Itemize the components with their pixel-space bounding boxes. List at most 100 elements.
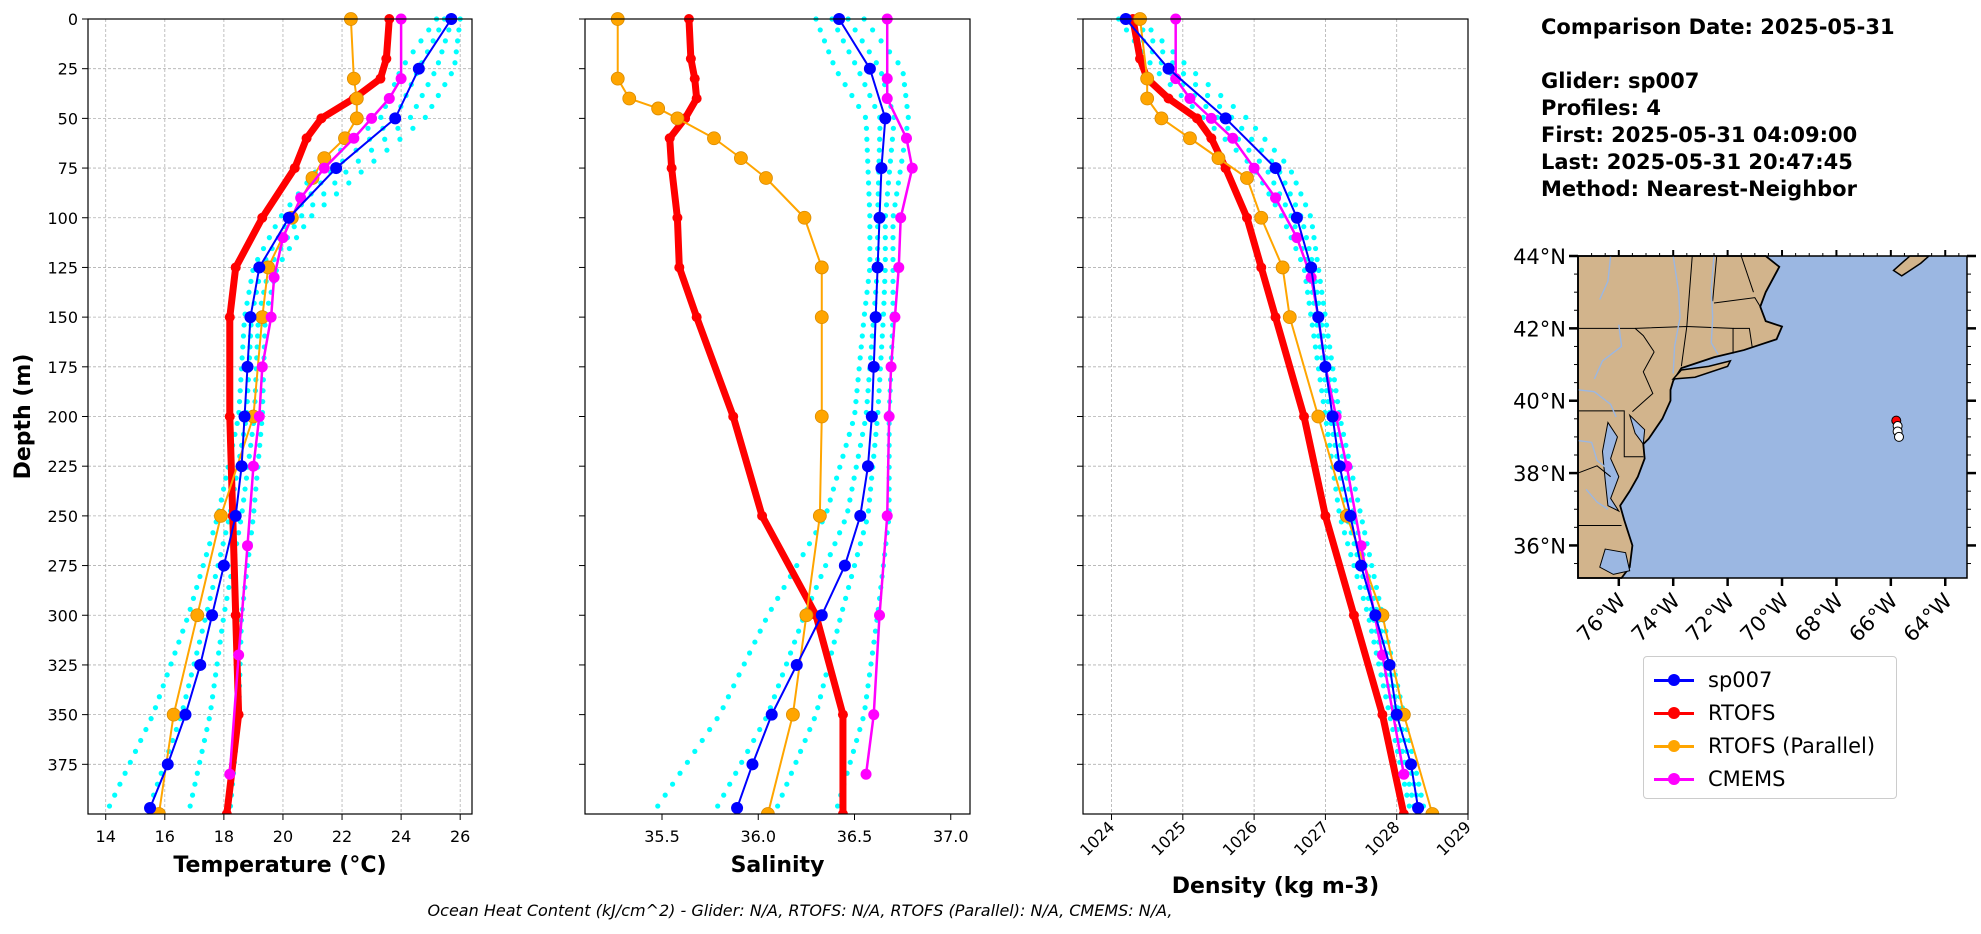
glider-profile-point (731, 683, 737, 689)
glider-profile-point (881, 300, 887, 306)
glider-profile-point (1371, 639, 1377, 645)
glider-profile-point (212, 573, 218, 580)
glider-profile-point (248, 442, 254, 448)
series-point-rtofs-parallel- (1140, 91, 1155, 106)
plot-frame (1082, 18, 1469, 815)
glider-profile-point (878, 355, 884, 361)
glider-profile-point (333, 191, 340, 197)
glider-profile-point (169, 737, 176, 744)
glider-profile-point (384, 147, 390, 153)
glider-profile-point (265, 300, 272, 306)
glider-profile-point (862, 81, 868, 88)
glider-profile-point (882, 245, 888, 252)
glider-profile-point (1418, 792, 1424, 798)
glider-profile-point (1326, 442, 1333, 448)
series-point-sp007 (869, 311, 882, 324)
glider-profile-point (248, 278, 254, 284)
comparison-info: Comparison Date: 2025-05-31 Glider: sp00… (1541, 14, 1961, 203)
y-tick-label: 150 (47, 308, 78, 327)
glider-profile-point (453, 49, 459, 55)
glider-profile-point (1309, 224, 1316, 230)
series-point-rtofs (230, 610, 241, 621)
glider-profile-point (895, 60, 901, 66)
glider-profile-point (866, 49, 872, 55)
glider-profile-point (244, 300, 250, 306)
glider-profile-point (837, 464, 843, 470)
series-point-sp007 (179, 708, 192, 721)
glider-profile-point (1233, 147, 1239, 153)
glider-profile-point (241, 497, 247, 503)
glider-profile-point (188, 672, 194, 678)
series-point-rtofs (1206, 133, 1217, 144)
glider-profile-point (741, 661, 747, 667)
glider-profile-point (158, 770, 164, 776)
series-point-rtofs-parallel- (1254, 210, 1269, 225)
legend-label: sp007 (1708, 667, 1773, 692)
y-tick-label: 225 (47, 457, 78, 476)
series-point-rtofs-parallel- (349, 91, 364, 106)
map-state-border (1578, 410, 1644, 458)
glider-profile-point (368, 147, 375, 153)
glider-profile-point (241, 322, 247, 328)
glider-profile-point (201, 737, 208, 744)
map-river (1585, 488, 1609, 510)
series-point-cmems (395, 73, 407, 85)
y-tick-label: 275 (47, 557, 78, 576)
glider-profile-point (226, 584, 232, 591)
series-point-sp007 (238, 410, 251, 423)
series-point-rtofs (1135, 53, 1146, 64)
glider-profile-point (1293, 245, 1299, 252)
glider-profile-point (881, 289, 887, 295)
glider-profile-point (254, 344, 260, 350)
glider-profile-point (365, 125, 371, 131)
series-point-rtofs-parallel- (1275, 260, 1290, 275)
glider-profile-point (1217, 103, 1223, 110)
glider-profile-point (835, 27, 841, 33)
glider-profile-point (692, 748, 698, 754)
glider-profile-point (199, 748, 205, 754)
glider-profile-point (840, 38, 846, 44)
glider-profile-point (1292, 202, 1299, 208)
glider-profile-point (848, 573, 855, 580)
glider-profile-point (882, 235, 888, 241)
glider-profile-point (194, 584, 200, 591)
glider-profile-point (255, 256, 261, 263)
glider-profile-point (1330, 366, 1336, 372)
series-point-cmems (881, 510, 893, 522)
series-point-sp007 (1162, 62, 1175, 75)
glider-profile-point (112, 792, 118, 798)
series-point-rtofs-parallel- (349, 111, 364, 126)
glider-profile-point (454, 38, 461, 44)
glider-profile-point (890, 224, 896, 230)
glider-profile-point (410, 49, 416, 55)
glider-profile-point (436, 27, 442, 33)
glider-profile-point (210, 584, 216, 591)
legend-label: RTOFS (Parallel) (1708, 733, 1876, 758)
glider-profile-point (821, 38, 828, 44)
glider-profile-point (1406, 803, 1412, 809)
y-tick-label: 350 (47, 706, 78, 725)
glider-profile-point (727, 781, 733, 787)
glider-profile-point (889, 136, 895, 142)
lon-tick-label: 64°W (1899, 588, 1957, 646)
glider-profile-point (721, 792, 727, 798)
glider-profile-point (202, 617, 208, 623)
map-state-border (1632, 351, 1655, 412)
series-point-cmems (242, 540, 254, 552)
glider-profile-point (815, 705, 821, 711)
y-tick-label: 375 (47, 755, 78, 774)
glider-profile-point (868, 344, 875, 350)
x-tick-label: 20 (273, 827, 293, 846)
series-point-cmems (885, 361, 897, 373)
glider-profile-point (746, 650, 753, 656)
glider-profile-point (1314, 355, 1320, 361)
glider-profile-point (1160, 49, 1166, 55)
glider-profile-point (895, 180, 901, 186)
glider-profile-point (301, 224, 307, 230)
glider-profile-point (395, 125, 401, 131)
glider-profile-point (246, 453, 252, 459)
glider-profile-point (890, 300, 896, 306)
glider-profile-point (321, 191, 327, 197)
glider-profile-point (890, 256, 896, 263)
glider-profile-point (1416, 781, 1422, 787)
